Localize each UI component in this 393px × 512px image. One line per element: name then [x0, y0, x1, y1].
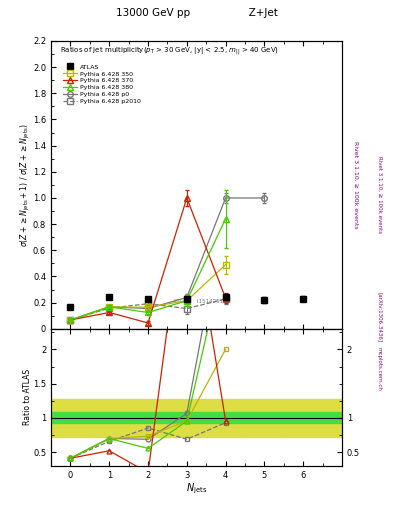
Pythia 6.428 350	[146, 304, 151, 310]
Legend: ATLAS, Pythia 6.428 350, Pythia 6.428 370, Pythia 6.428 380, Pythia 6.428 p0, Py: ATLAS, Pythia 6.428 350, Pythia 6.428 37…	[63, 64, 141, 104]
Pythia 6.428 350	[184, 297, 189, 304]
Line: Pythia 6.428 p2010: Pythia 6.428 p2010	[68, 296, 228, 323]
Y-axis label: Ratio to ATLAS: Ratio to ATLAS	[23, 369, 32, 425]
Pythia 6.428 370	[223, 295, 228, 301]
Pythia 6.428 p2010	[68, 317, 73, 323]
Line: ATLAS: ATLAS	[68, 294, 306, 310]
Line: Pythia 6.428 350: Pythia 6.428 350	[68, 262, 228, 323]
Text: 13000 GeV pp                  Z+Jet: 13000 GeV pp Z+Jet	[116, 8, 277, 18]
Pythia 6.428 370	[184, 195, 189, 201]
Pythia 6.428 370	[68, 317, 73, 323]
Pythia 6.428 p0	[184, 294, 189, 301]
Pythia 6.428 380	[146, 309, 151, 315]
Text: mcplots.cern.ch: mcplots.cern.ch	[377, 347, 382, 391]
Pythia 6.428 380	[184, 297, 189, 304]
ATLAS	[184, 296, 189, 303]
ATLAS	[107, 294, 112, 301]
Line: Pythia 6.428 p0: Pythia 6.428 p0	[68, 195, 267, 323]
Pythia 6.428 p0	[146, 306, 151, 312]
Text: [arXiv:1306.3436]: [arXiv:1306.3436]	[377, 292, 382, 343]
Pythia 6.428 370	[107, 309, 112, 315]
Pythia 6.428 350	[223, 262, 228, 268]
Pythia 6.428 p2010	[107, 305, 112, 311]
Text: Rivet 3.1.10, ≥ 100k events: Rivet 3.1.10, ≥ 100k events	[377, 156, 382, 233]
Y-axis label: $\sigma(Z + \geq N_\mathrm{jets}+1)\ /\ \sigma(Z + \geq N_\mathrm{jets})$: $\sigma(Z + \geq N_\mathrm{jets}+1)\ /\ …	[18, 123, 31, 247]
X-axis label: $N_\mathrm{jets}$: $N_\mathrm{jets}$	[186, 481, 207, 496]
ATLAS	[146, 296, 151, 303]
Text: Ratios of jet multiplicity($\mathit{p}_\mathrm{T}$ > 30 GeV, |y| < 2.5, $\mathit: Ratios of jet multiplicity($\mathit{p}_\…	[60, 45, 279, 57]
Line: Pythia 6.428 380: Pythia 6.428 380	[68, 216, 228, 323]
ATLAS	[68, 304, 73, 310]
ATLAS	[223, 294, 228, 300]
Pythia 6.428 p2010	[223, 296, 228, 302]
Y-axis label: Rivet 3.1.10, ≥ 100k events: Rivet 3.1.10, ≥ 100k events	[353, 141, 358, 229]
ATLAS	[262, 297, 267, 303]
Text: ATLAS    I1514251: ATLAS I1514251	[173, 300, 223, 304]
ATLAS	[301, 295, 305, 302]
Pythia 6.428 p0	[262, 195, 267, 201]
Pythia 6.428 p0	[68, 317, 73, 323]
Pythia 6.428 380	[223, 216, 228, 222]
Pythia 6.428 370	[146, 320, 151, 326]
Pythia 6.428 p0	[107, 304, 112, 310]
Pythia 6.428 350	[107, 304, 112, 310]
Line: Pythia 6.428 370: Pythia 6.428 370	[68, 195, 228, 326]
Pythia 6.428 380	[107, 304, 112, 310]
Pythia 6.428 p0	[223, 195, 228, 201]
Pythia 6.428 p2010	[146, 301, 151, 307]
Pythia 6.428 p2010	[184, 306, 189, 312]
Pythia 6.428 380	[68, 317, 73, 323]
Pythia 6.428 350	[68, 317, 73, 323]
